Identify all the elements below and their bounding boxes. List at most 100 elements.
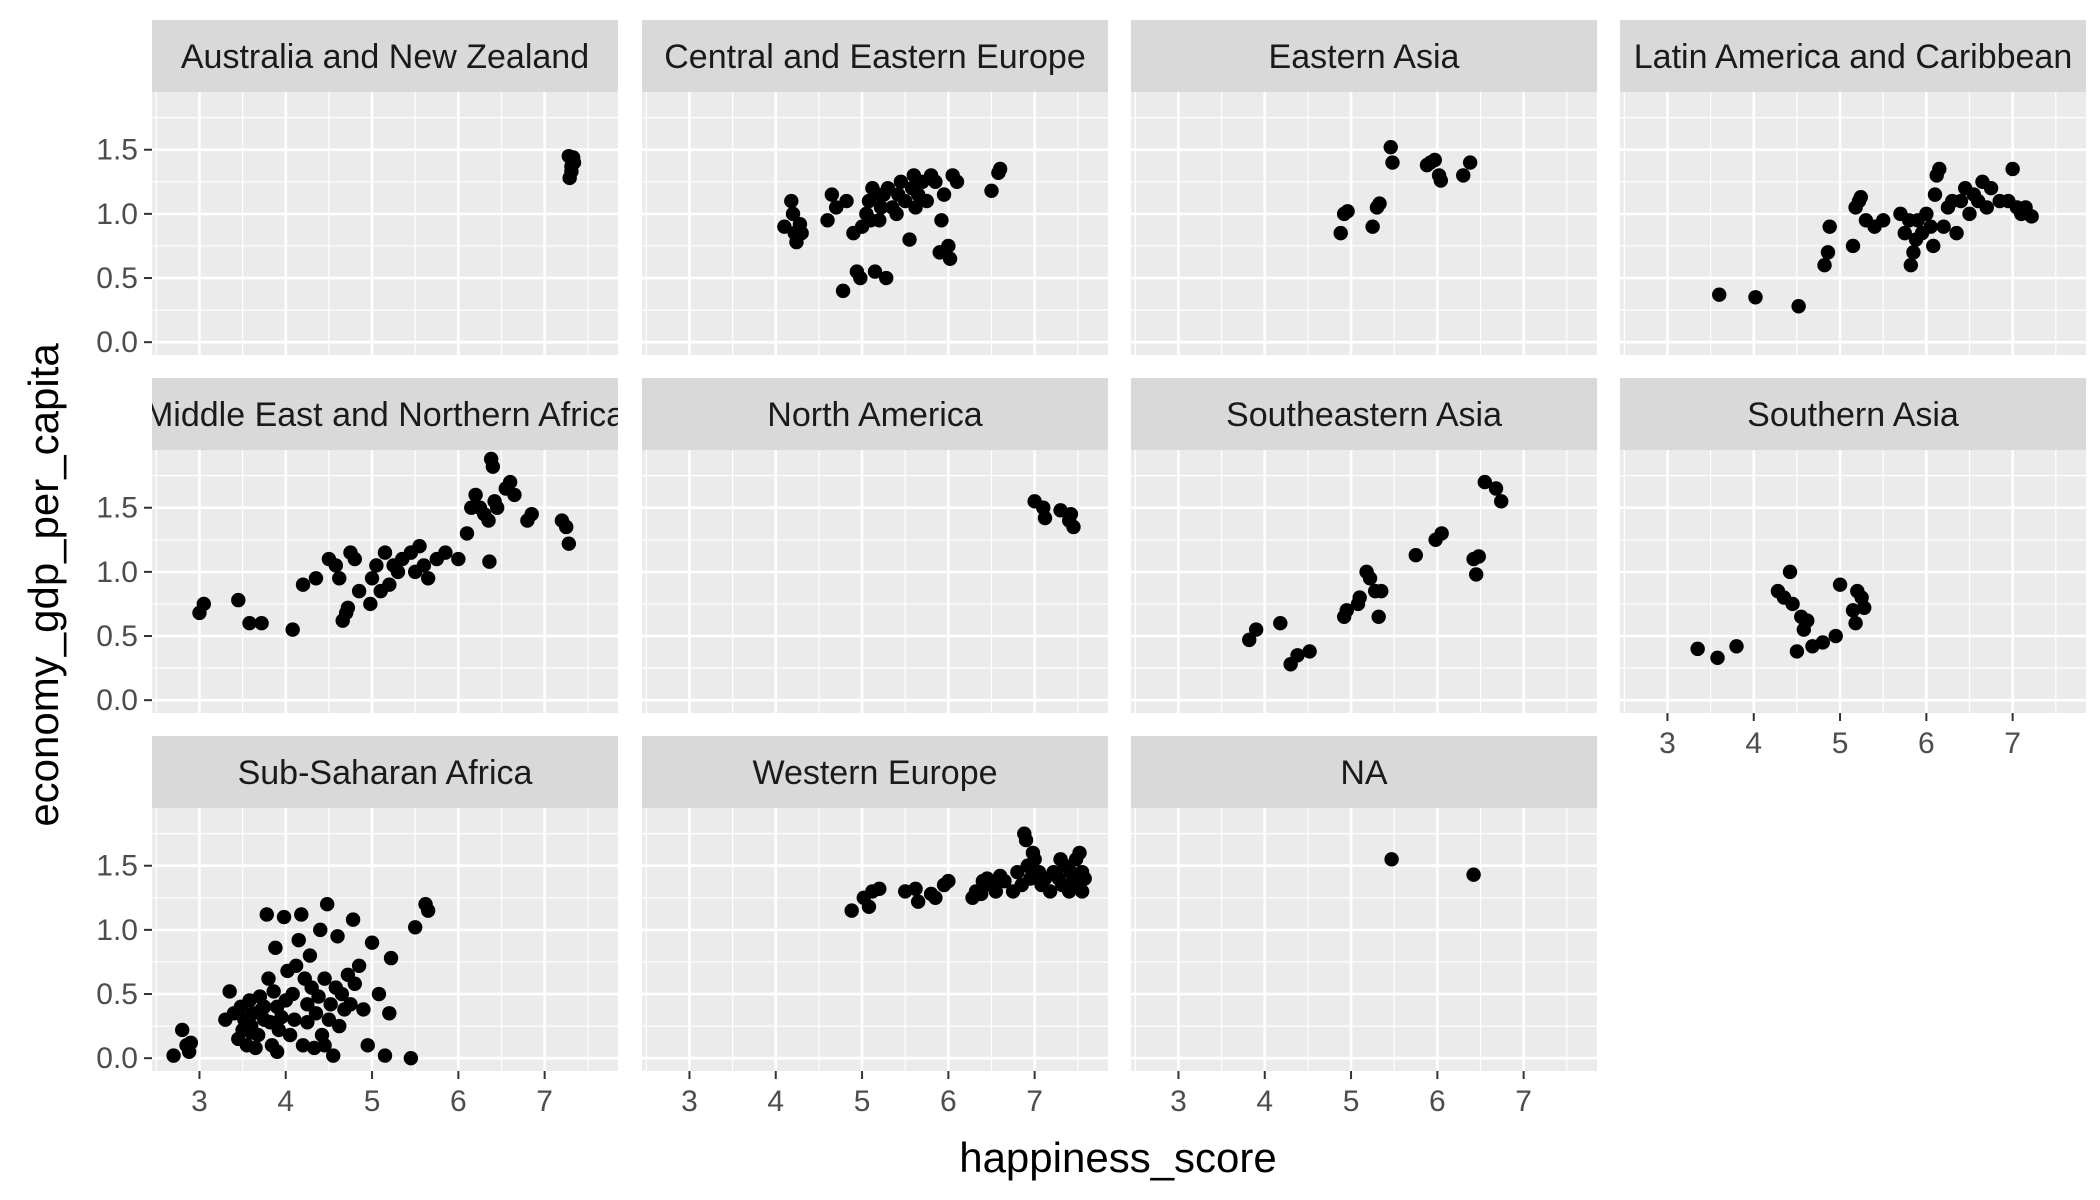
data-point [1468, 567, 1484, 582]
data-point [853, 270, 868, 286]
data-point [313, 922, 328, 938]
data-point [861, 899, 877, 914]
facet-southeastern-asia: Southeastern Asia [1131, 378, 1597, 713]
data-point [1690, 641, 1705, 657]
data-point [268, 940, 283, 956]
data-point [347, 551, 362, 567]
data-point [1820, 245, 1836, 260]
data-point [559, 519, 574, 535]
data-point [870, 187, 885, 202]
x-tick-label: 5 [364, 1085, 381, 1118]
data-point [321, 1012, 337, 1027]
data-point [271, 1022, 287, 1038]
data-point [438, 545, 453, 560]
data-point [898, 193, 913, 209]
y-tick-label: 1.0 [96, 198, 138, 231]
data-point [566, 155, 582, 170]
data-point [936, 187, 952, 202]
data-point [1290, 648, 1305, 663]
data-point [416, 558, 432, 573]
facet-strip [152, 20, 618, 92]
data-point [334, 986, 350, 1002]
data-point [820, 213, 835, 228]
data-point [839, 193, 854, 209]
y-tick-label: 1.5 [96, 134, 138, 167]
x-tick-label: 7 [2004, 727, 2021, 760]
data-point [1456, 168, 1471, 183]
data-point [482, 554, 497, 569]
data-point [1077, 871, 1092, 886]
facet-strip [152, 378, 618, 450]
data-point [1408, 548, 1423, 563]
x-tick-label: 7 [536, 1085, 553, 1118]
y-tick-label: 0.0 [96, 684, 138, 717]
x-tick-label: 4 [277, 1085, 294, 1118]
data-point [390, 564, 406, 580]
data-point [872, 881, 887, 897]
data-point [294, 907, 309, 922]
facet-points [192, 451, 577, 637]
data-point [873, 200, 889, 215]
data-point [369, 558, 384, 573]
facet-north-america: North America [642, 378, 1108, 713]
data-point [274, 1009, 289, 1025]
data-point [1815, 635, 1830, 650]
data-point [1374, 583, 1389, 599]
data-point [1953, 193, 1969, 209]
data-point [1748, 290, 1763, 305]
facet-panel-bg [152, 92, 618, 355]
facet-strip-label: Eastern Asia [1269, 38, 1460, 76]
data-point [459, 526, 475, 541]
facet-points [1333, 139, 1478, 241]
data-point [266, 984, 281, 999]
data-point [1876, 213, 1891, 228]
data-point [1471, 549, 1486, 564]
data-point [364, 571, 380, 586]
data-point [481, 513, 496, 528]
x-tick-label: 3 [191, 1085, 208, 1118]
data-point [794, 225, 809, 241]
facet-latin-america-and-caribbean: Latin America and Caribbean [1620, 20, 2086, 355]
data-point [1729, 639, 1744, 654]
facet-strip-label: Western Europe [752, 754, 997, 792]
data-point [1273, 615, 1288, 631]
data-point [412, 539, 427, 554]
facet-panel-bg [1620, 450, 2086, 713]
data-point [942, 251, 958, 266]
data-point [1845, 238, 1861, 254]
data-point [1979, 200, 1994, 215]
facet-strip-label: Sub-Saharan Africa [238, 754, 533, 792]
data-point [287, 1012, 302, 1027]
data-point [784, 193, 799, 209]
data-point [1037, 510, 1053, 526]
data-point [1789, 644, 1805, 659]
facet-strip-label: Southern Asia [1747, 396, 1959, 434]
x-tick-label: 5 [854, 1085, 871, 1118]
facet-central-and-eastern-europe: Central and Eastern Europe [642, 20, 1108, 355]
data-point [893, 174, 909, 190]
data-point [261, 971, 276, 986]
facet-panel-bg [642, 450, 1108, 713]
data-point [1817, 257, 1832, 273]
facet-strip-label: Australia and New Zealand [181, 38, 589, 76]
data-point [1384, 852, 1399, 867]
data-point [259, 907, 274, 922]
data-point [1339, 603, 1354, 618]
data-point [880, 181, 896, 196]
data-point [256, 999, 272, 1015]
x-tick-label: 7 [1515, 1085, 1532, 1118]
data-point [175, 1022, 190, 1038]
data-point [420, 903, 436, 918]
data-point [317, 1038, 332, 1053]
data-point [1371, 609, 1386, 624]
facet-strip-label: North America [767, 396, 982, 434]
x-tick-label: 6 [1429, 1085, 1446, 1118]
x-tick-label: 5 [1343, 1085, 1360, 1118]
data-point [1362, 571, 1378, 586]
data-point [291, 932, 306, 948]
data-point [295, 1038, 311, 1053]
data-point [835, 283, 851, 299]
data-point [1782, 564, 1798, 580]
facet-strip-label: Central and Eastern Europe [664, 38, 1085, 76]
data-point [777, 219, 792, 234]
